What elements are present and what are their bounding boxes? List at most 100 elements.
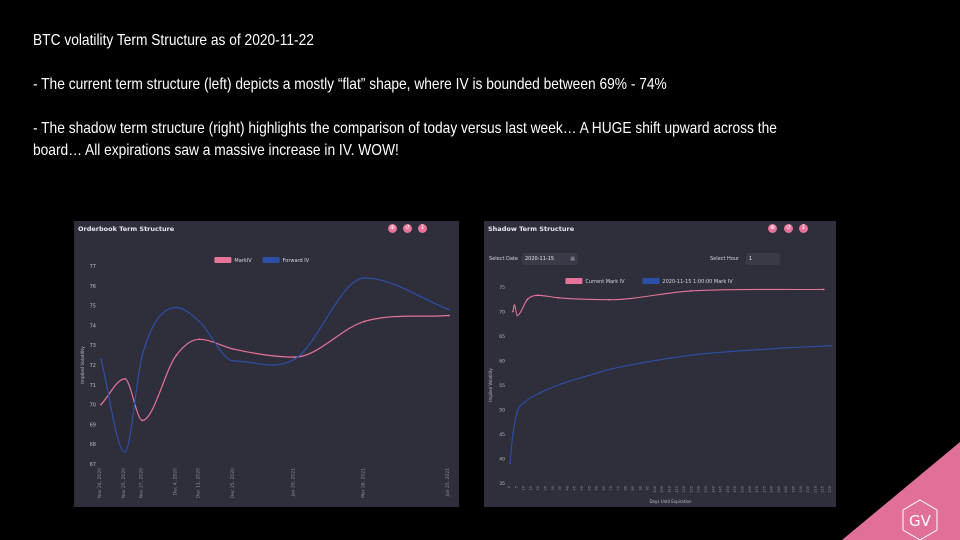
reset-icon[interactable]: ↺ <box>784 224 793 233</box>
x-tick-label: Dec 11, 2020 <box>195 468 201 498</box>
zoom-in-icon[interactable]: ⊕ <box>768 224 777 233</box>
x-tick-label: 70 <box>609 486 613 490</box>
y-tick-label: 40 <box>499 457 505 463</box>
data-point <box>512 433 514 435</box>
bullet-shadow-term-structure: - The shadow term structure (right) high… <box>33 120 777 159</box>
data-point <box>560 383 562 385</box>
data-point <box>640 362 643 364</box>
select-hour-value: 1 <box>749 256 753 262</box>
x-tick-label: 35 <box>558 486 562 490</box>
data-point <box>448 308 450 311</box>
download-icon[interactable]: ↧ <box>799 224 808 233</box>
data-point <box>141 354 144 356</box>
x-tick-label: Jan 29, 2021 <box>291 468 297 498</box>
x-tick-label: 200 <box>799 486 803 493</box>
legend-label: 2020-11-15 1:00:00 Mark IV <box>662 279 733 285</box>
data-point <box>516 411 519 413</box>
y-axis-label: Implied Volatility <box>488 368 493 402</box>
y-tick-label: 72 <box>90 363 96 369</box>
x-tick-label: 90 <box>638 486 642 490</box>
select-hour-input[interactable]: 1 <box>746 253 780 265</box>
data-point <box>526 298 529 301</box>
legend-swatch <box>262 257 280 263</box>
x-tick-label: 100 <box>653 486 657 493</box>
orderbook-term-structure-chart: MarkIV Forward IV 67 68 69 70 71 72 73 74 75 76 77 Im… <box>80 257 451 498</box>
x-tick-label: 135 <box>704 486 708 493</box>
orderbook-term-structure-panel: Orderbook Term Structure ⊕ ↺ ↧ MarkIV For… <box>74 221 459 507</box>
shadow-term-structure-panel: Shadow Term Structure ⊕ ↺ ↧ Select Date … <box>484 221 836 507</box>
x-tick-label: 25 <box>543 486 547 490</box>
select-date-label: Select Date <box>489 256 518 262</box>
y-tick-label: 68 <box>90 442 96 448</box>
x-tick-label: 10 <box>522 486 526 490</box>
y-tick-label: 35 <box>499 481 505 487</box>
x-tick-label: 145 <box>719 486 723 493</box>
panel-title: Shadow Term Structure <box>488 225 575 233</box>
y-tick-label: 77 <box>90 264 96 270</box>
panel-title: Orderbook Term Structure <box>78 225 175 233</box>
download-icon[interactable]: ↧ <box>418 224 427 233</box>
y-tick-label: 70 <box>90 403 96 409</box>
legend-label: Forward IV <box>283 258 310 264</box>
x-tick-label: 30 <box>551 486 555 490</box>
y-tick-label: 65 <box>499 334 505 340</box>
x-tick-label: 65 <box>602 486 606 490</box>
x-tick-label: 115 <box>675 486 679 493</box>
logo-hexagon <box>902 499 938 540</box>
data-point <box>141 419 144 422</box>
x-tick-label: Mar 26, 2021 <box>360 468 366 498</box>
y-tick-label: 50 <box>499 408 505 414</box>
data-point <box>100 358 102 360</box>
data-point <box>363 320 366 323</box>
x-tick-label: 0 <box>507 486 511 488</box>
y-tick-label: 76 <box>90 284 96 290</box>
data-point <box>516 314 519 317</box>
data-point <box>100 403 102 406</box>
slide-text: BTC volatility Term Structure as of 2020… <box>33 30 811 162</box>
series-line <box>100 277 450 453</box>
data-point <box>293 356 296 358</box>
logo-triangle <box>842 442 960 540</box>
x-tick-label: 185 <box>777 486 781 493</box>
logo-text: GV <box>909 512 932 530</box>
y-tick-label: 70 <box>499 310 505 316</box>
data-point <box>232 360 235 362</box>
x-tick-label: 75 <box>616 486 620 490</box>
select-hour-label: Select Hour <box>710 256 740 262</box>
x-tick-label: 5 <box>514 486 518 488</box>
data-point <box>727 350 730 353</box>
data-point <box>822 288 825 291</box>
x-tick-label: 160 <box>740 486 744 493</box>
series-line <box>509 345 832 464</box>
shadow-term-structure-chart: Current Mark IV 2020-11-15 1:00:00 Mark I… <box>488 278 832 504</box>
data-point <box>698 353 701 356</box>
x-tick-label: 55 <box>587 486 591 490</box>
x-tick-label: Nov 25, 2020 <box>121 468 127 498</box>
x-tick-label: 170 <box>755 486 759 493</box>
x-tick-label: 50 <box>580 486 584 490</box>
x-tick-label: 180 <box>770 486 774 493</box>
y-tick-label: 45 <box>499 432 505 438</box>
data-point <box>582 376 584 379</box>
data-point <box>513 304 516 307</box>
y-axis-label: Implied Volatility <box>80 346 86 384</box>
legend-label: Current Mark IV <box>585 279 625 285</box>
legend-swatch <box>565 278 583 284</box>
data-point <box>786 346 789 349</box>
reset-icon[interactable]: ↺ <box>403 224 412 233</box>
data-point <box>175 306 178 309</box>
series-line <box>100 314 450 422</box>
x-axis-label: Days Until Expiration <box>649 499 692 504</box>
calendar-icon[interactable]: ▦ <box>570 256 575 262</box>
data-point <box>175 354 178 356</box>
y-tick-label: 69 <box>90 422 96 428</box>
data-point <box>557 296 560 299</box>
gv-logo: GV <box>842 442 960 540</box>
zoom-in-icon[interactable]: ⊕ <box>388 224 397 233</box>
data-point <box>232 348 235 351</box>
select-date-input[interactable]: 2020-11-15 ▦ <box>522 253 578 265</box>
x-tick-label: 80 <box>624 486 628 490</box>
data-point <box>363 276 366 279</box>
x-tick-label: 165 <box>748 486 752 493</box>
x-tick-label: 125 <box>689 486 693 493</box>
